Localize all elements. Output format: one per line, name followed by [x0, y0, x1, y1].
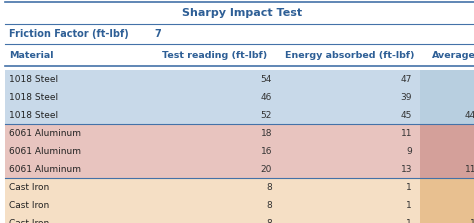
Text: 16: 16 — [261, 147, 272, 155]
Bar — [5, 44, 474, 66]
Bar — [420, 106, 474, 124]
Text: 39: 39 — [401, 93, 412, 101]
Bar — [5, 70, 420, 88]
Bar — [5, 124, 420, 142]
Text: 1: 1 — [406, 200, 412, 209]
Text: 6061 Aluminum: 6061 Aluminum — [9, 128, 81, 138]
Bar — [5, 142, 420, 160]
Bar — [420, 142, 474, 160]
Bar — [5, 178, 420, 196]
Bar — [420, 214, 474, 223]
Bar — [5, 214, 420, 223]
Bar — [420, 160, 474, 178]
Text: 6061 Aluminum: 6061 Aluminum — [9, 147, 81, 155]
Text: 6061 Aluminum: 6061 Aluminum — [9, 165, 81, 173]
Text: 1018 Steel: 1018 Steel — [9, 93, 58, 101]
Bar — [5, 24, 474, 44]
Text: 13: 13 — [401, 165, 412, 173]
Text: Cast Iron: Cast Iron — [9, 219, 49, 223]
Text: 1018 Steel: 1018 Steel — [9, 74, 58, 83]
Text: Sharpy Impact Test: Sharpy Impact Test — [182, 8, 302, 18]
Text: 8: 8 — [266, 200, 272, 209]
Text: 45: 45 — [401, 111, 412, 120]
Text: 54: 54 — [261, 74, 272, 83]
Bar — [420, 70, 474, 88]
Text: 8: 8 — [266, 182, 272, 192]
Bar — [420, 196, 474, 214]
Bar — [420, 88, 474, 106]
Bar — [420, 124, 474, 142]
Text: Average: Average — [432, 50, 474, 60]
Text: Material: Material — [9, 50, 54, 60]
Text: Energy absorbed (ft-lbf): Energy absorbed (ft-lbf) — [285, 50, 415, 60]
Bar — [5, 196, 420, 214]
Text: 46: 46 — [261, 93, 272, 101]
Text: 1018 Steel: 1018 Steel — [9, 111, 58, 120]
Bar — [5, 2, 474, 24]
Bar — [5, 88, 420, 106]
Text: Cast Iron: Cast Iron — [9, 182, 49, 192]
Text: 18: 18 — [261, 128, 272, 138]
Text: 1: 1 — [406, 182, 412, 192]
Text: 47: 47 — [401, 74, 412, 83]
Text: 1: 1 — [470, 219, 474, 223]
Text: Test reading (ft-lbf): Test reading (ft-lbf) — [163, 50, 268, 60]
Text: 7: 7 — [154, 29, 161, 39]
Bar — [5, 106, 420, 124]
Text: 8: 8 — [266, 219, 272, 223]
Text: Friction Factor (ft-lbf): Friction Factor (ft-lbf) — [9, 29, 129, 39]
Text: 52: 52 — [261, 111, 272, 120]
Text: 44: 44 — [465, 111, 474, 120]
Bar — [420, 178, 474, 196]
Text: 11: 11 — [401, 128, 412, 138]
Text: Cast Iron: Cast Iron — [9, 200, 49, 209]
Text: 1: 1 — [406, 219, 412, 223]
Bar — [5, 160, 420, 178]
Text: 20: 20 — [261, 165, 272, 173]
Text: 11: 11 — [465, 165, 474, 173]
Text: 9: 9 — [406, 147, 412, 155]
